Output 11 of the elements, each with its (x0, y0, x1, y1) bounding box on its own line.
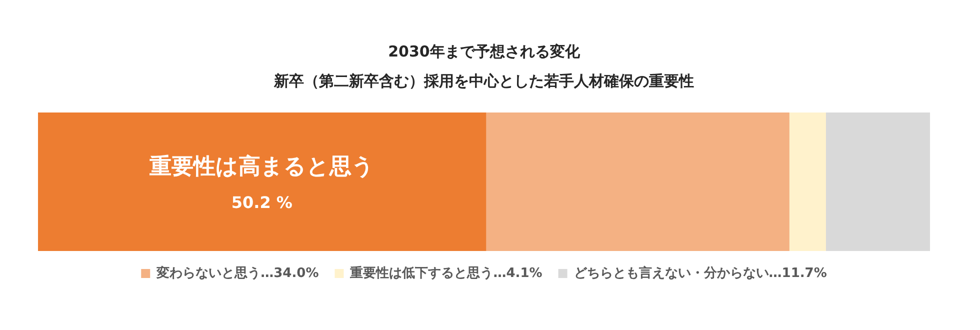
text: 2030年まで予想される変化 (388, 42, 580, 61)
legend-label: 変わらないと思う…34.0% (156, 264, 319, 281)
bar (825, 112, 930, 251)
data-label: 50.2 % (231, 192, 292, 212)
bar (485, 112, 790, 251)
legend-label: どちらとも言えない・分からない…11.7% (574, 264, 827, 281)
bar (788, 112, 826, 251)
legend-label: 重要性は低下すると思う…4.1% (349, 264, 542, 281)
series-label: 重要性は高まると思う (148, 153, 374, 180)
bar (38, 112, 486, 251)
text: 新卒（第二新卒含む）採用を中心とした若手人材確保の重要性 (274, 72, 694, 90)
